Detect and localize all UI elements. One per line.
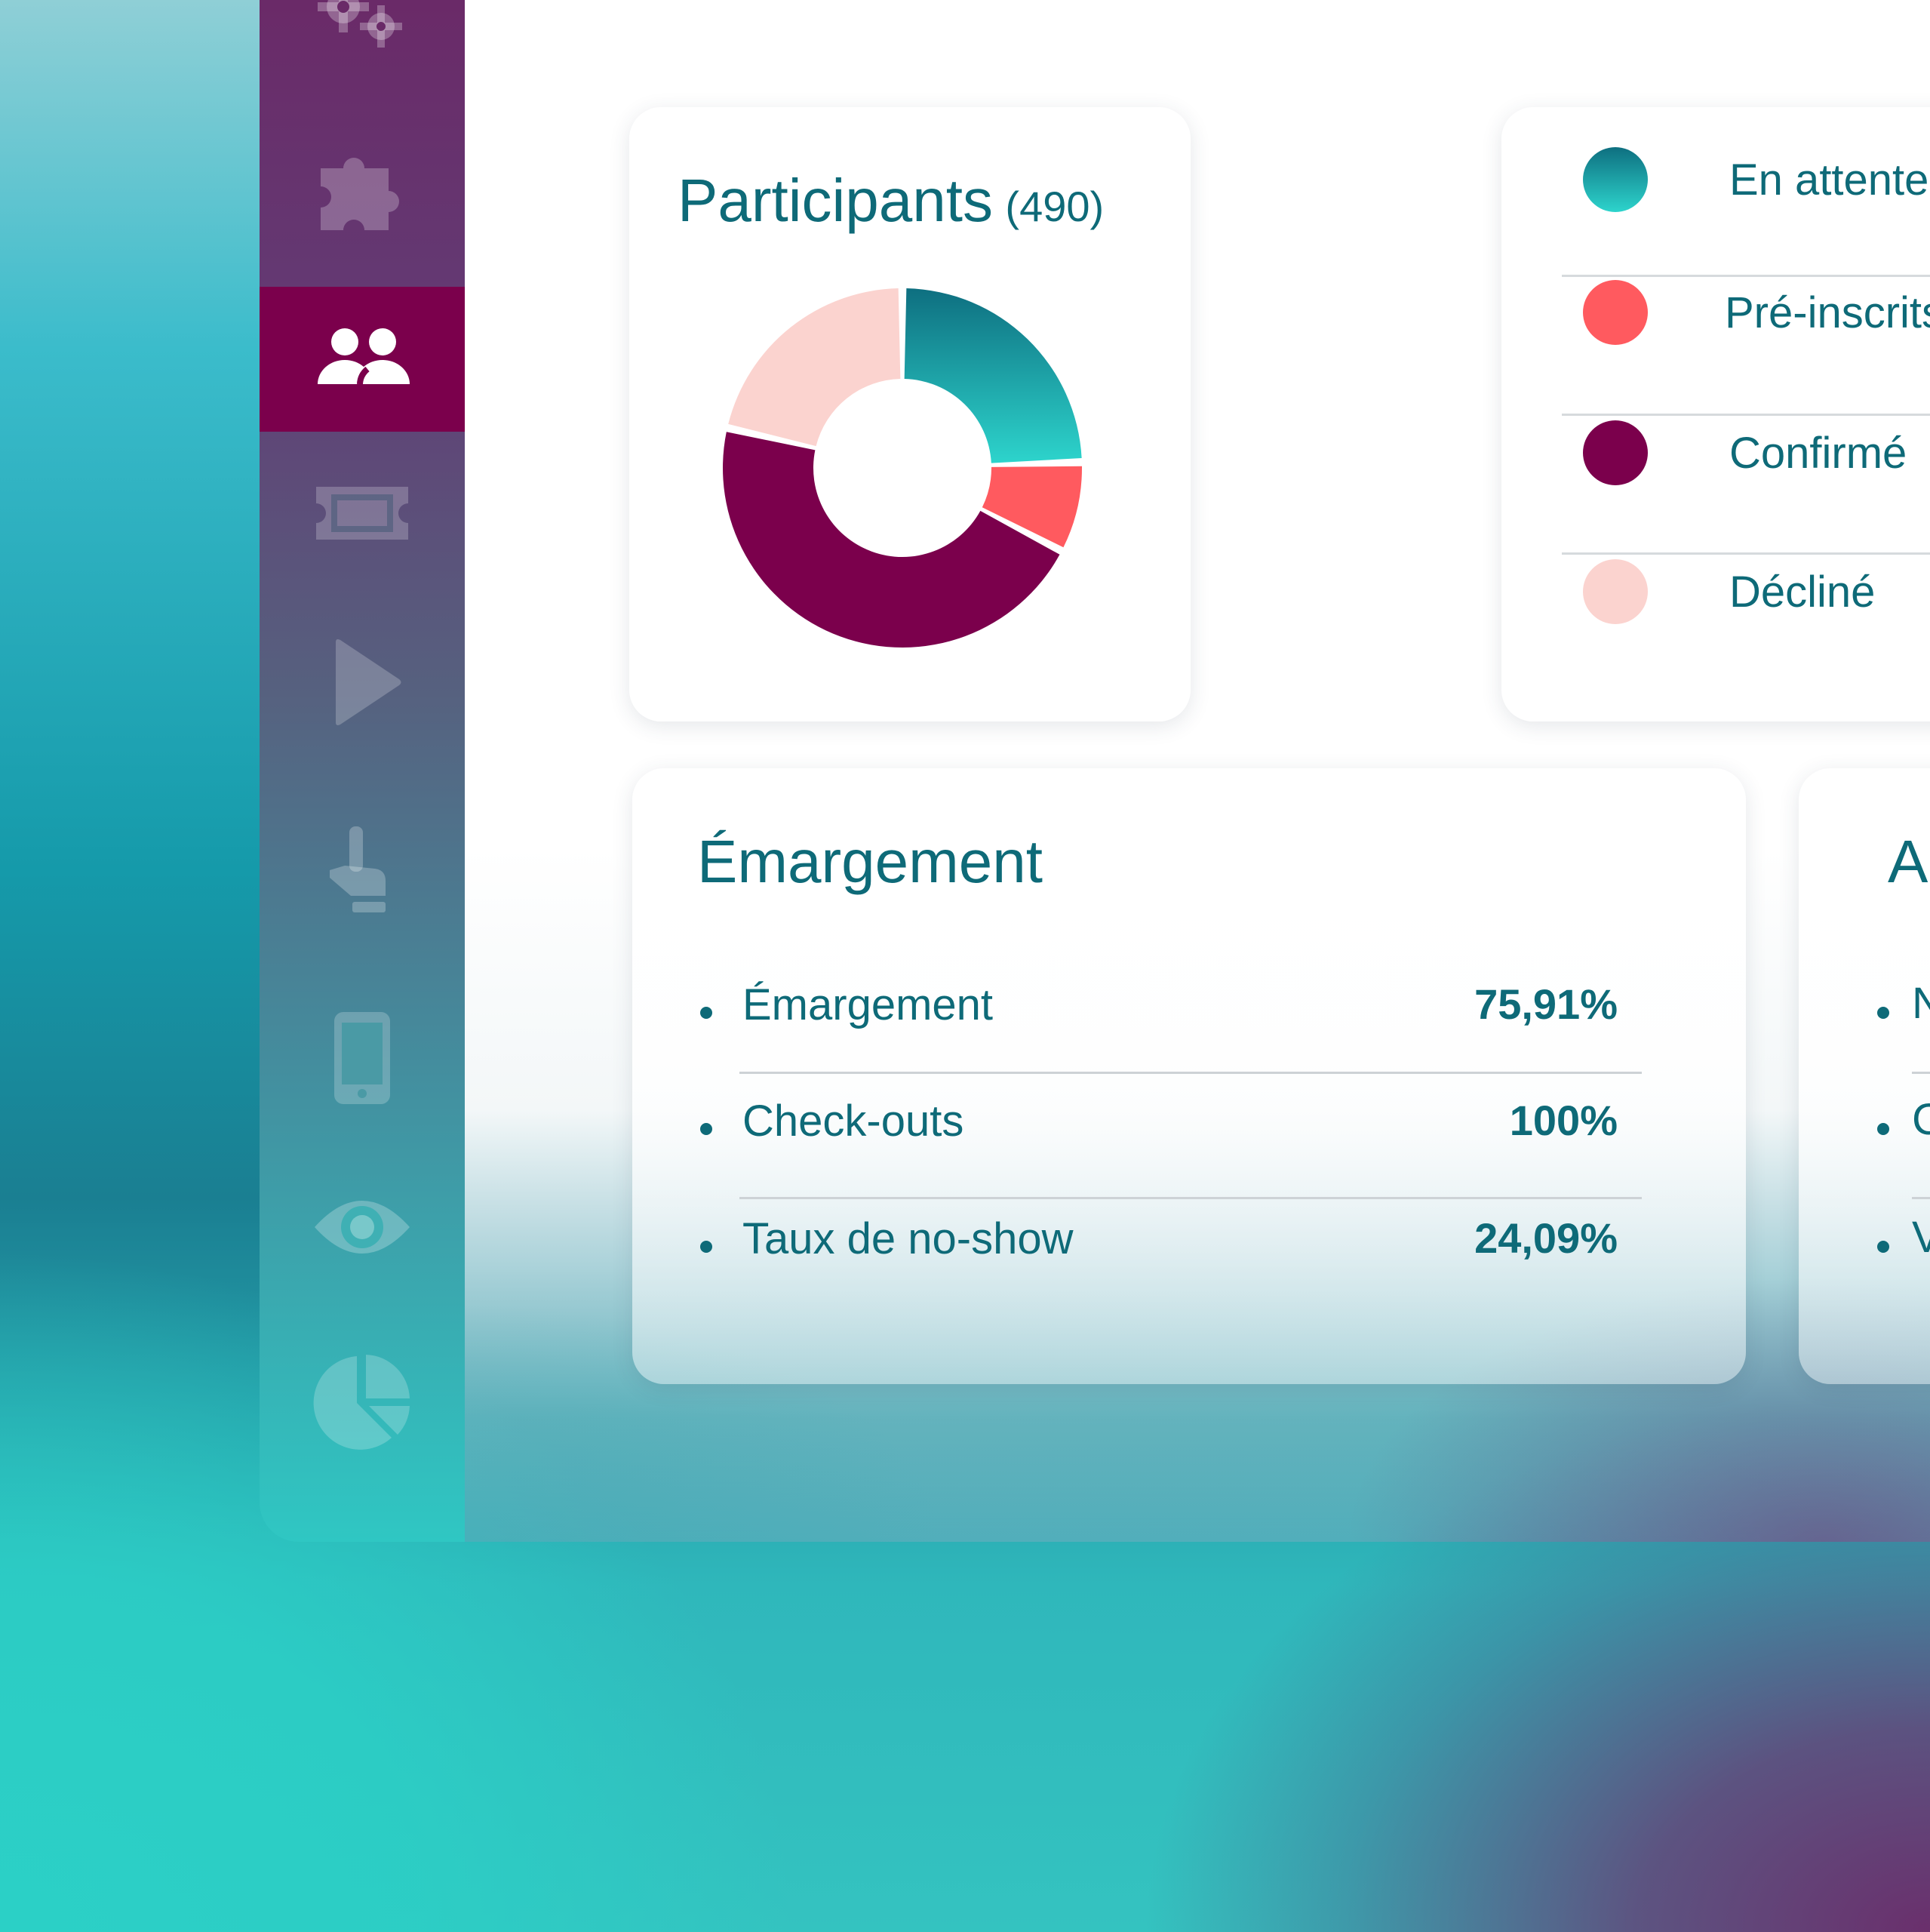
legend-swatch — [1583, 147, 1648, 212]
stat-row-checkouts: Check-outs 100% — [700, 1078, 1618, 1191]
legend-swatch — [1583, 280, 1648, 345]
divider — [1912, 1072, 1930, 1074]
participants-card: Participants (490) — [629, 107, 1191, 721]
pie-chart-icon — [313, 1355, 410, 1450]
sidebar-item-interactions[interactable] — [260, 800, 465, 945]
participants-title-group: Participants (490) — [678, 166, 1104, 235]
donut-slice-2 — [982, 466, 1082, 548]
bullet — [1877, 1123, 1889, 1135]
legend-item: Décliné — [1562, 522, 1930, 661]
divider — [739, 1072, 1642, 1074]
emargement-title: Émargement — [697, 828, 1043, 895]
users-icon — [318, 328, 410, 385]
legend-label: En attente de réponse — [1729, 155, 1930, 205]
legend-swatch — [1583, 420, 1648, 485]
divider — [739, 1197, 1642, 1199]
stat-label: Émargement — [742, 980, 994, 1029]
stat-value: 100% — [1509, 1097, 1618, 1144]
sidebar-item-settings[interactable] — [260, 0, 465, 72]
partial-row-label: V — [1912, 1213, 1930, 1262]
bullet — [700, 1241, 712, 1253]
sidebar-item-integrations[interactable] — [260, 115, 465, 260]
mobile-icon — [334, 1012, 390, 1104]
bullet — [700, 1007, 712, 1019]
stat-label: Check-outs — [742, 1097, 964, 1146]
play-icon — [336, 639, 401, 725]
participants-donut-chart — [723, 288, 1082, 648]
stat-label: Taux de no-show — [742, 1214, 1074, 1263]
legend-swatch — [1583, 559, 1648, 624]
sidebar-item-mobile-app[interactable] — [260, 986, 465, 1131]
divider — [1562, 414, 1930, 416]
divider — [1912, 1197, 1930, 1199]
legend-label: Confirmé — [1729, 428, 1907, 478]
sidebar-item-statistics[interactable] — [260, 1328, 465, 1473]
legend-item: En attente de réponse — [1562, 110, 1930, 249]
donut-slice-3 — [723, 432, 1060, 648]
bullet — [700, 1123, 712, 1135]
partial-card-title: A — [1888, 828, 1928, 895]
sidebar-item-media[interactable] — [260, 611, 465, 756]
stat-value: 24,09% — [1474, 1214, 1618, 1262]
main-content: Participants (490) En attente de réponse — [465, 0, 1930, 1542]
bullet — [1877, 1007, 1889, 1019]
sidebar-item-tickets[interactable] — [260, 441, 465, 586]
gears-icon — [318, 0, 402, 48]
legend-label: Pré-inscrits — [1725, 288, 1930, 337]
eye-icon — [315, 1201, 410, 1254]
donut-slice-1 — [904, 288, 1082, 463]
donut-slice-4 — [728, 288, 901, 447]
divider — [1562, 275, 1930, 277]
stat-row-no-show: Taux de no-show 24,09% — [700, 1195, 1618, 1309]
partial-row-label: N — [1912, 979, 1930, 1028]
partial-card: A N C V — [1799, 768, 1930, 1384]
legend-label: Décliné — [1729, 567, 1876, 617]
sidebar-item-visibility[interactable] — [260, 1155, 465, 1300]
sidebar-item-participants[interactable] — [260, 287, 465, 432]
participants-title: Participants — [678, 167, 993, 234]
bullet — [1877, 1241, 1889, 1253]
participants-count: (490) — [1005, 183, 1105, 230]
divider — [1562, 552, 1930, 555]
stat-row-emargement: Émargement 75,91% — [700, 961, 1618, 1075]
legend-item: Confirmé — [1562, 383, 1930, 522]
puzzle-icon — [321, 158, 399, 230]
legend-card: En attente de réponse Pré-inscrits Confi… — [1501, 107, 1930, 721]
ticket-icon — [316, 487, 408, 540]
partial-row-label: C — [1912, 1095, 1930, 1144]
stat-value: 75,91% — [1474, 980, 1618, 1028]
sidebar — [260, 0, 465, 1542]
hand-pointer-icon — [330, 826, 386, 912]
app-window: Participants (490) En attente de réponse — [260, 0, 1930, 1542]
emargement-card: Émargement Émargement 75,91% Check-outs … — [632, 768, 1746, 1384]
legend-item: Pré-inscrits — [1562, 243, 1930, 382]
